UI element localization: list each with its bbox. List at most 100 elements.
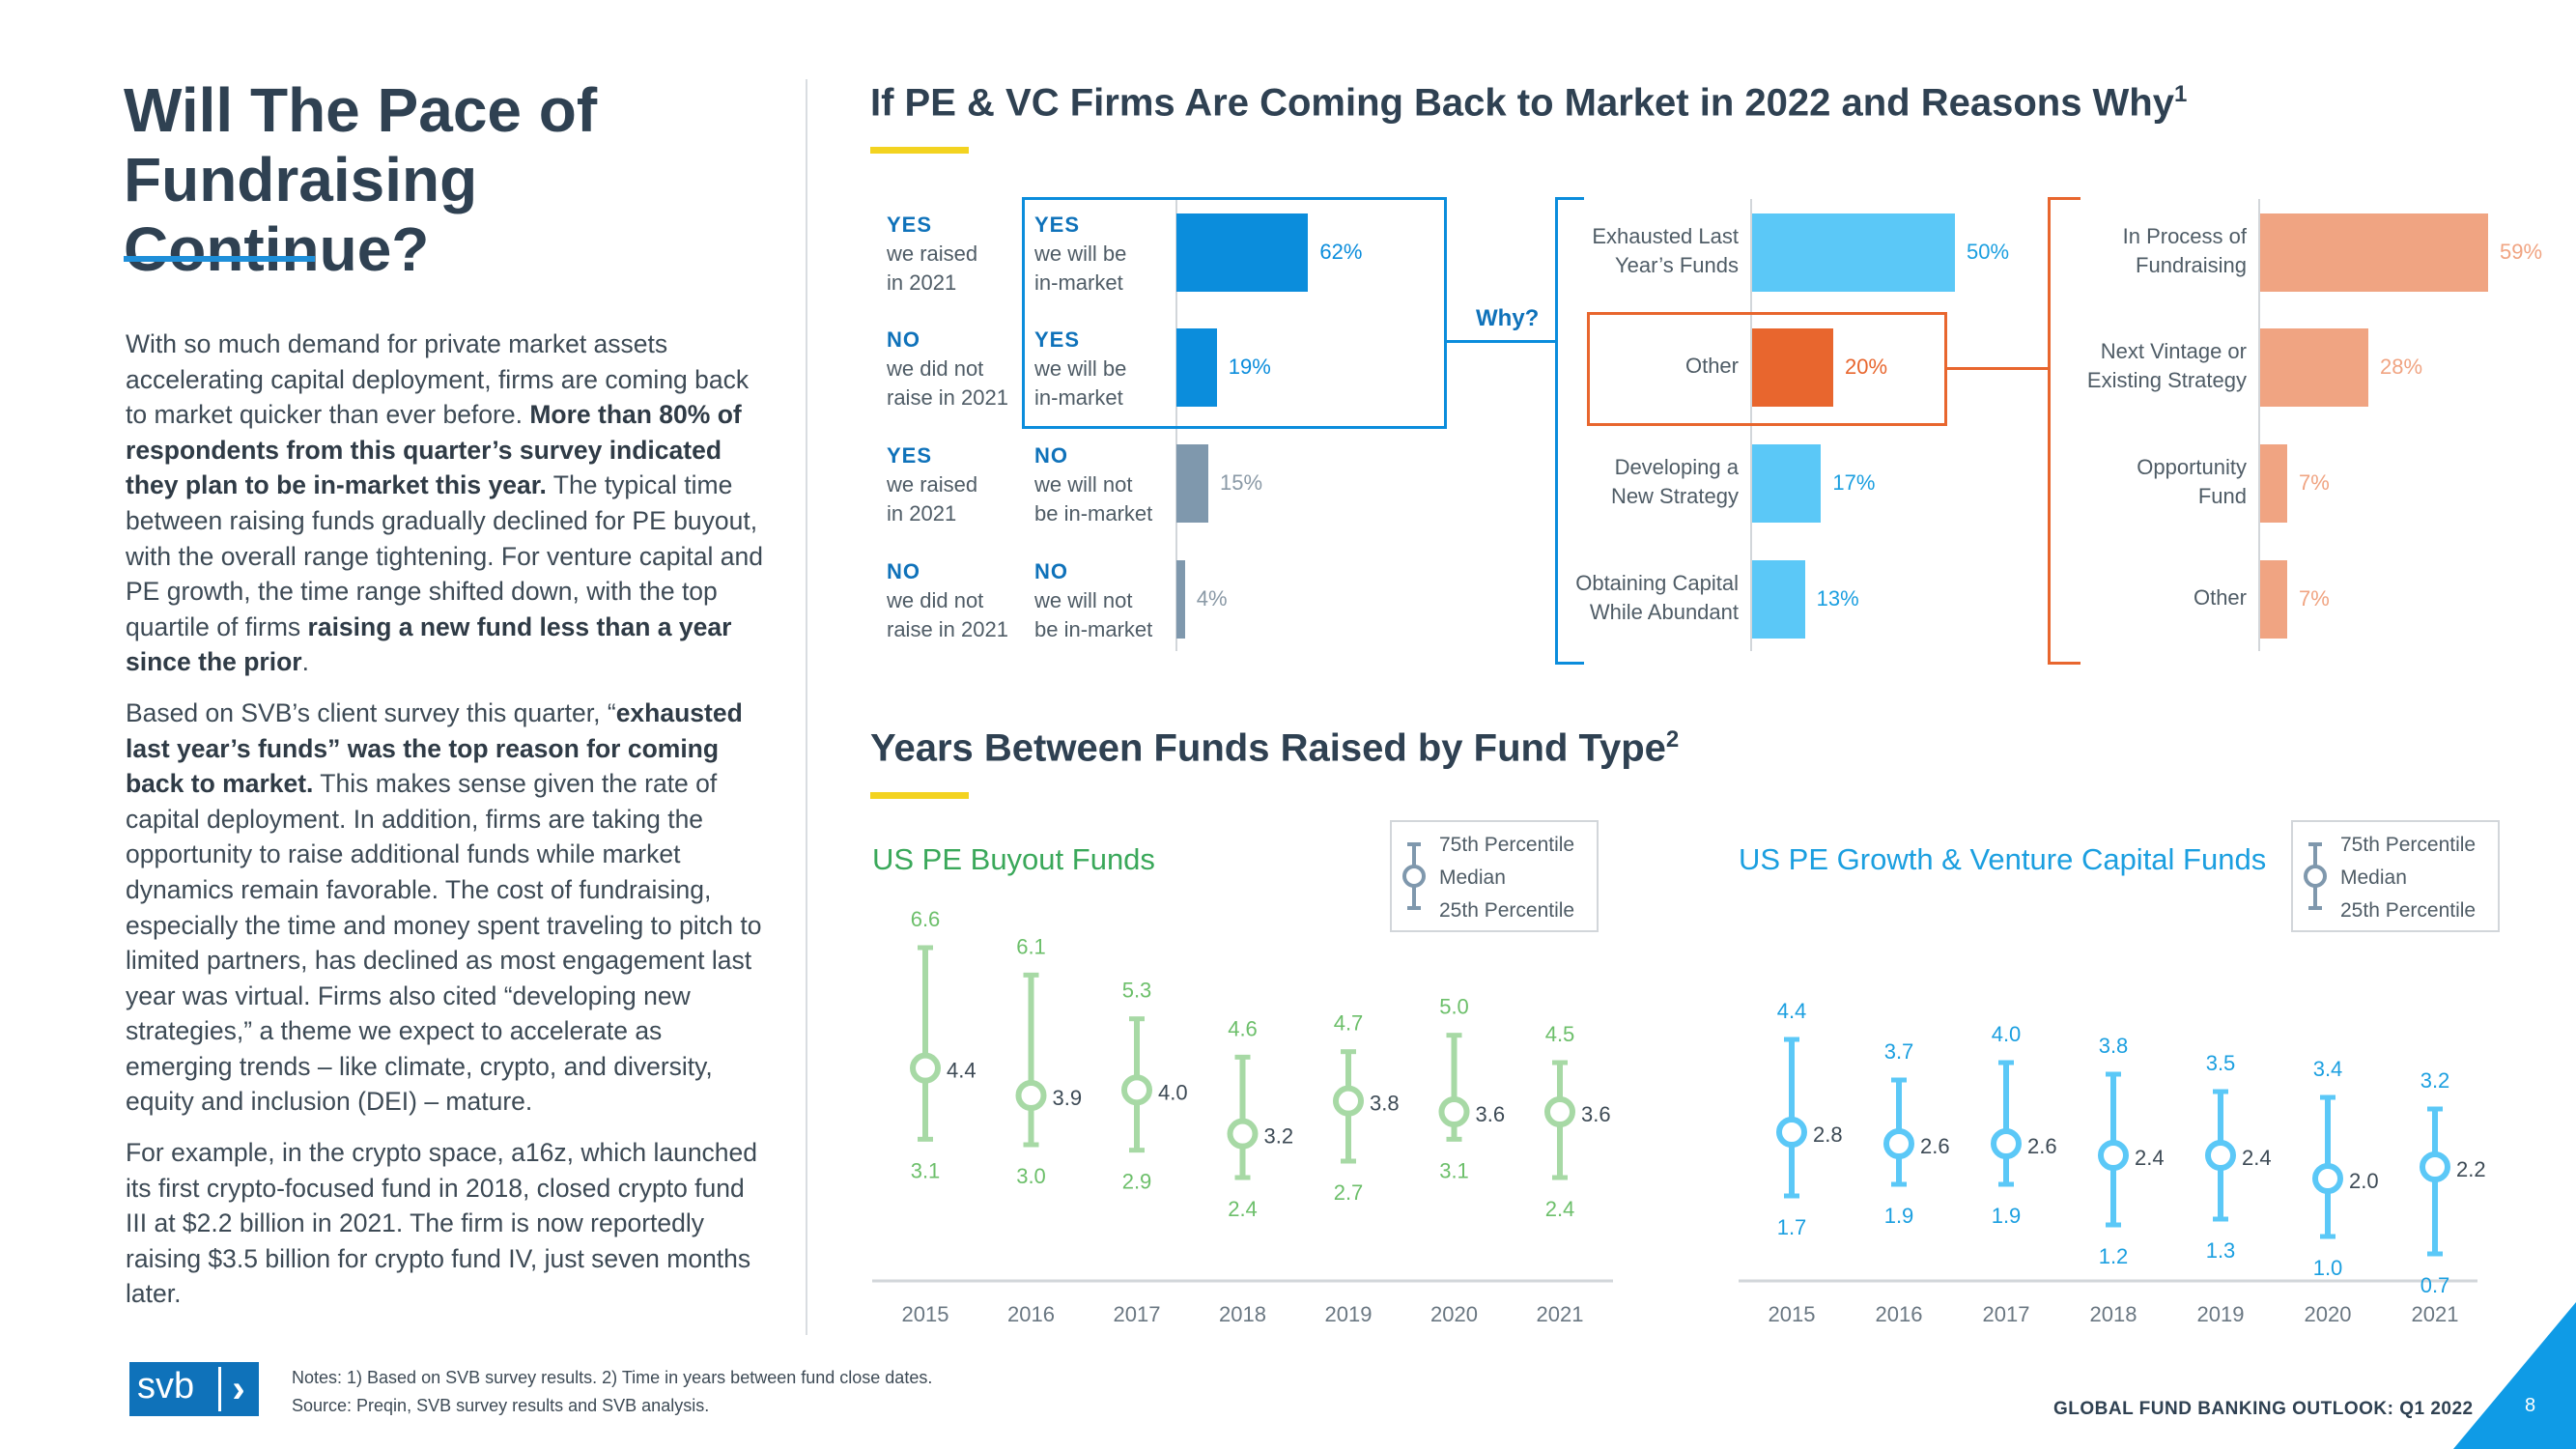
plan-key: NO: [1034, 559, 1068, 583]
range-year-label: 2016: [1876, 1302, 1923, 1326]
range-p25-label: 1.2: [2099, 1244, 2129, 1268]
range-median-label: 3.2: [1264, 1124, 1294, 1149]
body-emphasis: exhausted last year’s funds” was the top…: [126, 697, 743, 799]
legend-p75: 75th Percentile: [2340, 834, 2476, 856]
range-year-label: 2019: [2197, 1302, 2245, 1326]
other-reason-label: Opportunity Fund: [2137, 453, 2247, 511]
body-run: For example, in the crypto space, a16z, …: [126, 1138, 758, 1309]
survey-bar-label: 15%: [1220, 470, 1263, 495]
chevron-right-icon: ›: [218, 1367, 256, 1411]
reason-bar-label: 13%: [1816, 586, 1859, 611]
survey-plan-label: NO we will not be in-market: [1034, 557, 1152, 644]
range-p25-label: 3.1: [1439, 1158, 1469, 1182]
range-p75-label: 3.7: [1884, 1039, 1914, 1064]
range-p75-label: 3.4: [2313, 1057, 2343, 1081]
reason-bar: [1752, 328, 1833, 407]
range-chart-title: Years Between Funds Raised by Fund Type2: [870, 726, 1679, 770]
range-median-label: 4.0: [1158, 1080, 1188, 1104]
range-p75-label: 4.5: [1545, 1022, 1575, 1046]
plan-text: we will be: [1034, 242, 1127, 266]
survey-charts: YES we raised in 2021 YES we will be in-marke…: [0, 0, 2576, 696]
range-year-label: 2016: [1007, 1302, 1055, 1326]
range-chart-footnote-ref: 2: [1665, 726, 1680, 753]
notes: Notes: 1) Based on SVB survey results. 2…: [292, 1364, 932, 1420]
range-p75-label: 5.3: [1122, 979, 1152, 1003]
range-p75-label: 6.6: [911, 907, 941, 931]
plan-text: we will not: [1034, 472, 1133, 497]
survey-raised-label: NO we did not raise in 2021: [887, 326, 1008, 412]
range-median-label: 4.4: [947, 1059, 977, 1083]
raised-key: NO: [887, 559, 920, 583]
plan-text: in-market: [1034, 270, 1123, 295]
other-reason-label: Next Vintage or Existing Strategy: [2087, 337, 2247, 395]
page-title: Will The Pace of Fundraising Continue?: [124, 75, 598, 284]
other-reason-bar: [2260, 560, 2287, 639]
reason-label-line: Exhausted Last: [1592, 224, 1739, 248]
other-connector: [1947, 367, 2048, 370]
range-year-label: 2021: [2412, 1302, 2459, 1326]
range-p25-label: 2.4: [1545, 1197, 1575, 1221]
body-paragraph: For example, in the crypto space, a16z, …: [126, 1135, 768, 1312]
range-p25-label: 1.9: [1884, 1204, 1914, 1228]
range-median-label: 2.8: [1813, 1122, 1843, 1147]
other-reason-label-line: Existing Strategy: [2086, 368, 2247, 392]
range-median-point: [1776, 1117, 1807, 1148]
range-p25-label: 3.1: [911, 1158, 941, 1182]
range-p25-label: 1.7: [1777, 1215, 1807, 1239]
range-median-label: 2.2: [2456, 1157, 2486, 1181]
survey-raised-label: YES we raised in 2021: [887, 211, 977, 298]
range-p75-label: 4.4: [1777, 999, 1807, 1023]
survey-bar: [1176, 560, 1185, 639]
reason-label-line: Other: [1684, 354, 1739, 378]
plan-text: be in-market: [1034, 617, 1153, 641]
title-underline: [124, 256, 315, 262]
range-median-point: [1883, 1128, 1914, 1159]
range-median-point: [1544, 1096, 1575, 1127]
range-median-label: 3.9: [1053, 1086, 1083, 1110]
other-reason-label-line: Fund: [2197, 484, 2247, 508]
reason-label-line: New Strategy: [1610, 484, 1739, 508]
range-p25-label: 2.4: [1228, 1197, 1258, 1221]
survey-plan-label: NO we will not be in-market: [1034, 441, 1152, 528]
raised-text: in 2021: [887, 270, 957, 295]
range-year-label: 2018: [1219, 1302, 1266, 1326]
plan-text: we will be: [1034, 356, 1127, 381]
legend-median: Median: [1439, 867, 1506, 889]
raised-text: raise in 2021: [887, 617, 1008, 641]
range-median-label: 2.0: [2349, 1169, 2379, 1193]
body-run: Based on SVB’s client survey this quarte…: [126, 697, 616, 727]
body-paragraph: With so much demand for private market a…: [126, 327, 768, 680]
other-reason-bar-label: 7%: [2299, 586, 2330, 611]
plan-key: YES: [1034, 213, 1081, 237]
survey-bar: [1176, 444, 1208, 523]
reason-bar-label: 50%: [1967, 240, 2010, 264]
notes-line: Notes: 1) Based on SVB survey results. 2…: [292, 1368, 933, 1387]
raised-key: NO: [887, 327, 920, 352]
range-median-point: [2098, 1140, 2129, 1171]
other-reason-label-line: Next Vintage or: [2100, 339, 2247, 363]
reason-label-line: Developing a: [1614, 455, 1739, 479]
range-median-label: 3.6: [1581, 1102, 1611, 1126]
range-median-point: [1227, 1118, 1259, 1150]
range-year-label: 2020: [1430, 1302, 1478, 1326]
raised-text: we did not: [887, 356, 984, 381]
body-emphasis: raising a new fund less than a year sinc…: [126, 611, 732, 677]
range-median-label: 2.6: [2027, 1134, 2057, 1158]
reason-label-line: Year’s Funds: [1614, 253, 1739, 277]
range-median-point: [1121, 1074, 1152, 1106]
range-p25-label: 2.7: [1334, 1180, 1364, 1205]
other-reason-label: Other: [2194, 583, 2247, 612]
reason-label: Developing a New Strategy: [1611, 453, 1739, 511]
range-median-point: [1991, 1128, 2022, 1159]
range-median-label: 3.6: [1476, 1102, 1506, 1126]
other-axis-line: [2258, 199, 2260, 651]
range-median-point: [2420, 1151, 2450, 1182]
plan-key: NO: [1034, 443, 1068, 468]
raised-text: raise in 2021: [887, 385, 1008, 410]
body-emphasis: More than 80% of respondents from this q…: [126, 400, 742, 500]
raised-text: we did not: [887, 588, 984, 612]
survey-chart-footnote-ref: 1: [2173, 81, 2188, 107]
reason-label: Exhausted Last Year’s Funds: [1592, 222, 1739, 280]
other-reason-label: In Process of Fundraising: [2123, 222, 2247, 280]
reason-label-line: Obtaining Capital: [1575, 571, 1739, 595]
